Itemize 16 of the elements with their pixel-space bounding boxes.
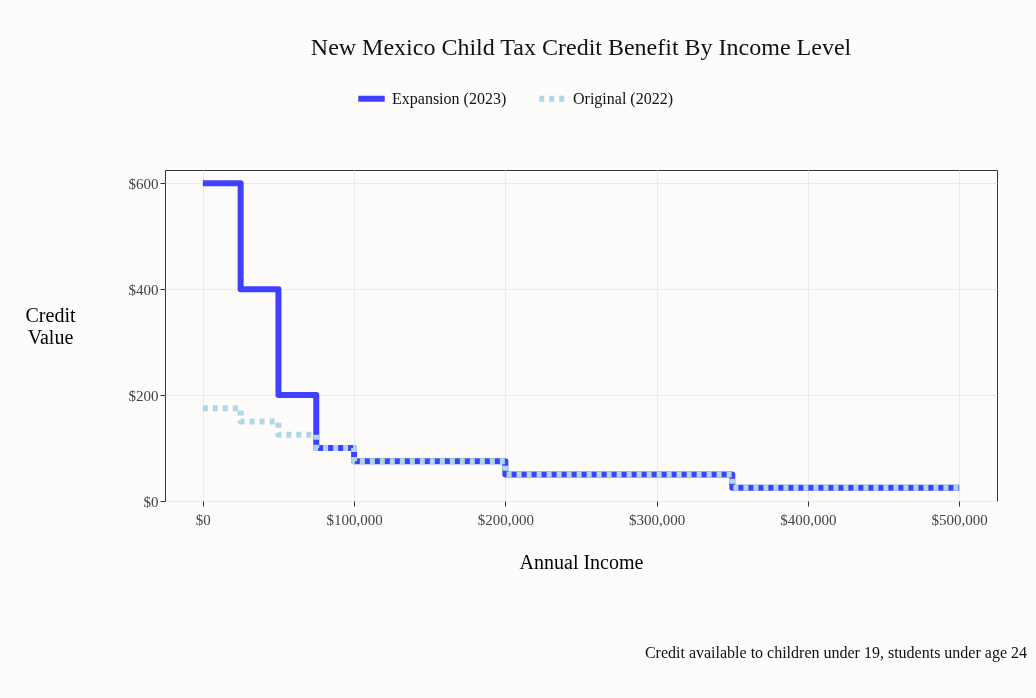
x-tick-label: $0 — [195, 511, 211, 528]
x-tick-label: $500,000 — [931, 511, 988, 528]
chart-title: New Mexico Child Tax Credit Benefit By Income Level — [310, 34, 852, 60]
text: Credit available to children under 19, students under age 24 — [644, 644, 1027, 662]
x-tick-label: $400,000 — [780, 511, 837, 528]
legend-label: Expansion (2023) — [392, 89, 507, 108]
y-axis-title: Credit Value — [25, 304, 76, 348]
x-axis-title: Annual Income — [519, 550, 644, 573]
y-tick-label: $0 — [143, 493, 159, 510]
x-tick-label: $100,000 — [326, 511, 383, 528]
x-tick-label: $200,000 — [477, 511, 534, 528]
x-tick-label: $300,000 — [629, 511, 686, 528]
y-tick-label: $600 — [128, 175, 159, 192]
legend-label: Original (2022) — [573, 89, 673, 108]
y-tick-label: $200 — [128, 387, 159, 404]
y-tick-label: $400 — [128, 281, 159, 298]
